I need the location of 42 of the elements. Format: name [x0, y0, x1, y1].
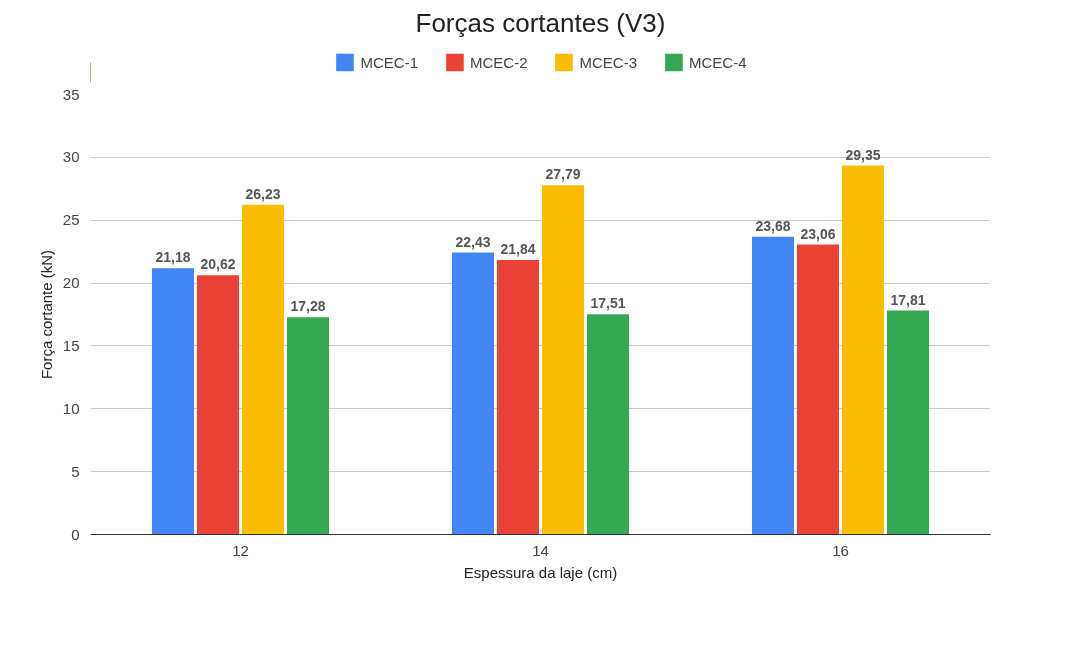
data-label: 17,81 — [890, 291, 926, 308]
bar — [152, 268, 194, 535]
y-tick-label: 25 — [62, 211, 80, 229]
bar — [452, 252, 494, 535]
y-tick-label: 35 — [62, 85, 80, 103]
data-label: 20,62 — [200, 256, 236, 273]
legend-label: MCEC-3 — [579, 53, 638, 71]
data-label: 27,79 — [545, 166, 581, 183]
legend-label: MCEC-4 — [689, 53, 747, 71]
x-tick-label: 16 — [832, 541, 849, 559]
data-label: 22,43 — [455, 233, 491, 250]
bar — [752, 236, 794, 535]
data-label: 26,23 — [245, 185, 281, 202]
y-tick-label: 5 — [71, 462, 80, 480]
data-label: 21,84 — [500, 240, 536, 257]
bar — [887, 310, 929, 535]
bar — [242, 204, 284, 535]
data-label: 23,68 — [755, 217, 791, 234]
bar — [197, 275, 239, 535]
data-label: 21,18 — [155, 249, 191, 266]
legend-label: MCEC-1 — [360, 53, 418, 71]
data-label: 17,28 — [290, 298, 326, 315]
bar — [842, 165, 884, 535]
x-tick-label: 14 — [532, 541, 549, 559]
x-axis-title: Espessura da laje (cm) — [463, 563, 618, 581]
legend-label: MCEC-2 — [469, 53, 528, 71]
y-tick-label: 0 — [71, 525, 80, 543]
bar — [542, 185, 584, 535]
bar — [587, 314, 629, 535]
chart-title: Forças cortantes (V3) — [415, 7, 666, 38]
y-tick-label: 10 — [62, 399, 80, 417]
bar — [287, 317, 329, 535]
y-tick-label: 30 — [62, 148, 80, 166]
data-label: 23,06 — [800, 225, 836, 242]
y-tick-label: 20 — [62, 274, 80, 292]
bar — [797, 244, 839, 535]
y-axis-title: Força cortante (kN) — [37, 249, 55, 380]
bar — [497, 259, 539, 535]
x-tick-label: 12 — [232, 541, 249, 559]
data-label: 29,35 — [845, 146, 881, 163]
data-label: 17,51 — [590, 295, 626, 312]
y-tick-label: 15 — [62, 336, 80, 354]
